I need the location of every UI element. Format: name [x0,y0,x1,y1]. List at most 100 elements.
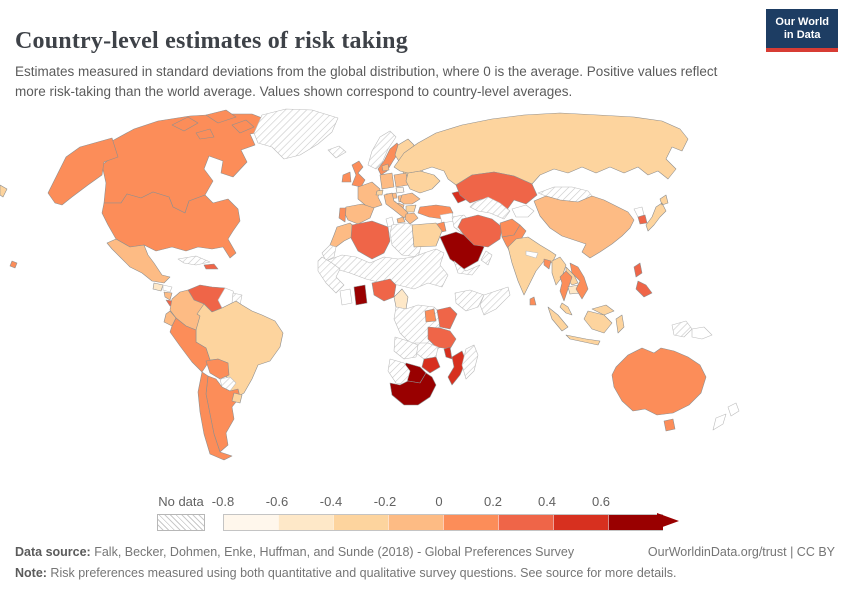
country-australia[interactable] [611,347,707,416]
owid-logo: Our World in Data [766,9,838,52]
country-paraguay[interactable] [219,376,237,392]
country-central-asia[interactable] [469,196,511,220]
country-ukraine[interactable] [405,170,441,194]
country-indonesia[interactable] [547,306,625,346]
country-sri-lanka[interactable] [529,296,537,306]
country-mexico[interactable] [106,238,171,284]
country-kenya[interactable] [436,306,458,330]
country-russia[interactable] [393,112,689,186]
country-china[interactable] [533,195,635,259]
country-uruguay[interactable] [231,392,243,404]
country-papua-new-guinea[interactable] [691,326,713,340]
country-united-kingdom[interactable] [351,160,366,188]
country-zambia[interactable] [414,342,439,360]
country-portugal[interactable] [338,207,347,223]
country-switzerland[interactable] [375,189,384,196]
legend-arrow-icon [657,513,679,529]
country-ecuador[interactable] [163,310,177,327]
footer-datasource-text: Falk, Becker, Dohmen, Enke, Huffman, and… [90,545,575,559]
country-kazakhstan[interactable] [455,171,538,212]
country-honduras[interactable] [162,284,173,293]
country-peru[interactable] [169,317,211,373]
country-iceland[interactable] [327,145,347,159]
country-united-states[interactable] [9,260,18,269]
legend-bin[interactable] [608,515,663,530]
country-iran[interactable] [457,214,503,248]
country-cameroon[interactable] [393,288,409,310]
legend-tick-label: -0.6 [265,494,289,509]
country-bulgaria[interactable] [405,204,417,213]
country-vietnam[interactable] [569,262,589,300]
country-somalia[interactable] [479,286,511,316]
country-thailand[interactable] [559,270,573,302]
legend-bin[interactable] [278,515,333,530]
country-madagascar[interactable] [461,344,479,380]
country-tanzania[interactable] [427,326,457,350]
country-germany[interactable] [379,172,395,190]
country-nicaragua[interactable] [163,291,173,301]
legend-no-data-label: No data [158,494,204,509]
country-france[interactable] [357,181,383,210]
owid-logo-line2: in Data [783,29,821,41]
country-algeria[interactable] [350,220,391,260]
country-malawi[interactable] [443,346,453,360]
country-zimbabwe[interactable] [421,356,441,374]
footer-rights-link[interactable]: OurWorldinData.org/trust | CC BY [647,545,835,559]
legend-bin[interactable] [443,515,498,530]
country-greenland[interactable] [253,108,339,160]
country-bolivia[interactable] [205,358,230,380]
country-chile[interactable] [197,371,233,461]
footer-source-row: Data source: Falk, Becker, Dohmen, Enke,… [15,545,835,559]
country-malaysia[interactable] [559,302,615,316]
country-australia[interactable] [663,418,676,432]
country-south-korea[interactable] [637,214,648,225]
country-sahara-sahel[interactable] [325,248,449,290]
country-uganda[interactable] [424,308,437,323]
country-united-states[interactable] [47,137,119,206]
legend-no-data-swatch[interactable] [157,514,205,531]
country-nepal[interactable] [525,250,539,259]
country-italy[interactable] [396,216,406,224]
country-romania[interactable] [399,192,421,205]
country-czechia[interactable] [395,186,405,194]
country-italy[interactable] [383,192,409,219]
country-japan[interactable] [645,194,669,232]
country-cuba[interactable] [177,255,211,266]
country-haiti[interactable] [203,263,219,270]
legend-bin[interactable] [224,515,278,530]
legend-bin[interactable] [553,515,608,530]
country-poland[interactable] [393,172,409,188]
legend-bin[interactable] [333,515,388,530]
country-canada[interactable] [171,109,255,140]
country-ivory-coast[interactable] [339,288,353,306]
country-ireland[interactable] [341,171,352,183]
country-angola[interactable] [393,336,419,360]
country-south-africa[interactable] [389,372,437,406]
legend-bins [223,514,663,531]
footer-note-row: Note: Risk preferences measured using bo… [15,566,835,580]
country-mozambique[interactable] [447,350,467,386]
page-title: Country-level estimates of risk taking [15,28,408,55]
country-philippines[interactable] [633,262,653,298]
country-oman[interactable] [480,250,493,266]
country-new-zealand[interactable] [712,402,740,431]
country-kyrgyzstan-tajikistan[interactable] [511,204,535,218]
country-yemen[interactable] [453,260,481,276]
country-denmark[interactable] [381,163,390,172]
country-bangladesh[interactable] [543,258,552,270]
country-guatemala[interactable] [152,282,164,292]
country-western-sahara[interactable] [321,244,337,262]
country-ghana[interactable] [353,284,368,306]
country-norway[interactable] [367,130,397,170]
country-greece[interactable] [404,212,419,225]
country-ethiopia[interactable] [454,289,485,312]
country-western-new-guinea[interactable] [671,320,693,338]
legend-bin[interactable] [498,515,553,530]
country-west-africa[interactable] [317,256,345,294]
country-russia[interactable] [0,184,8,198]
country-spain[interactable] [343,203,375,225]
country-egypt[interactable] [411,222,443,248]
country-nigeria[interactable] [371,278,397,302]
legend-bin[interactable] [388,515,443,530]
